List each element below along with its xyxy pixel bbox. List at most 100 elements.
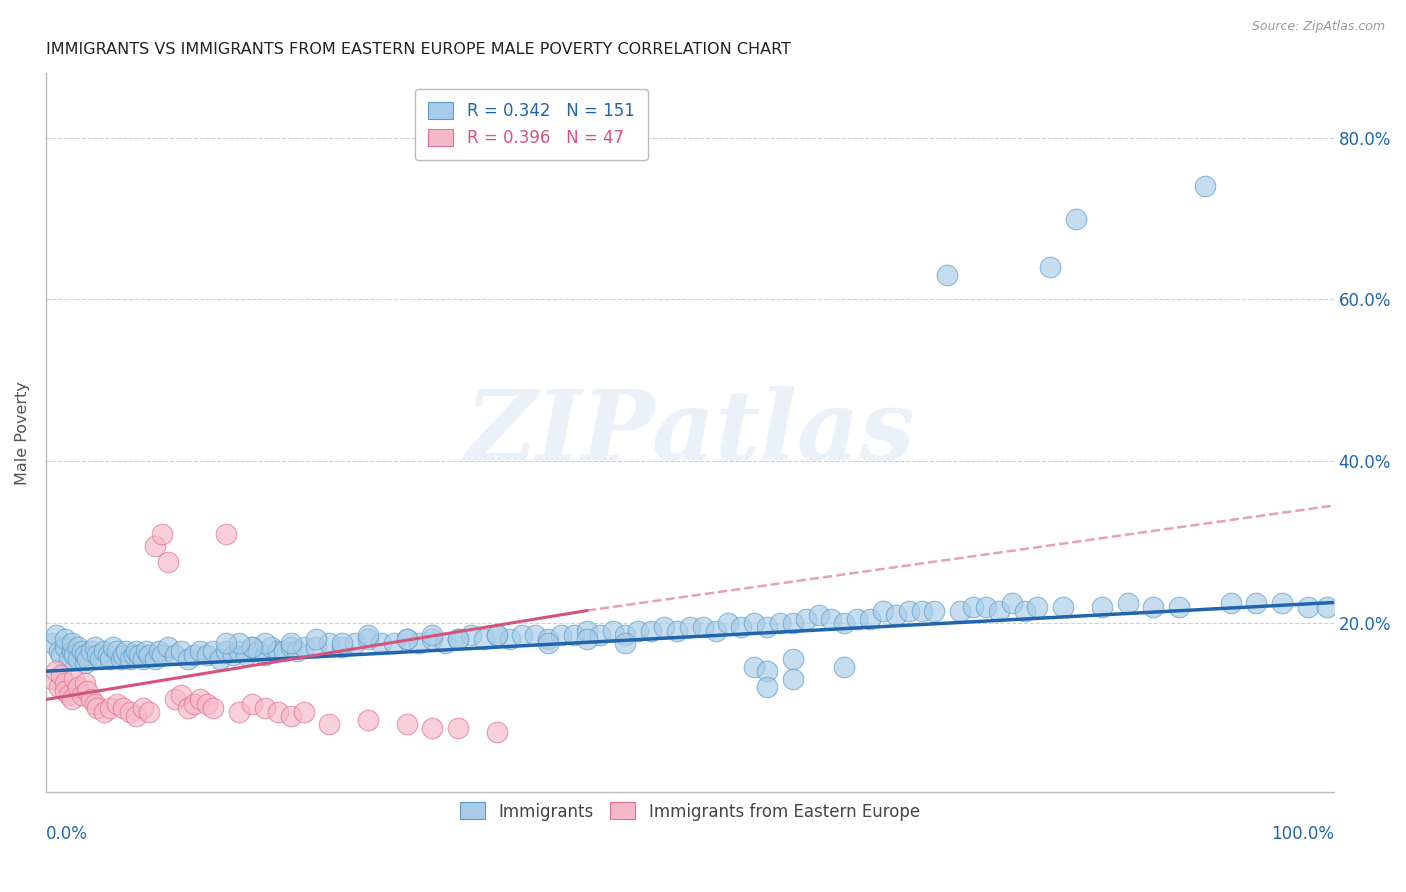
Point: [86, 648, 108, 662]
Point: [145, 539, 167, 553]
Point: [447, 721, 470, 735]
Text: Source: ZipAtlas.com: Source: ZipAtlas.com: [1251, 20, 1385, 33]
Point: [897, 604, 920, 618]
Point: [1052, 599, 1074, 614]
Point: [395, 632, 418, 646]
Point: [420, 628, 443, 642]
Point: [602, 624, 624, 638]
Point: [1116, 595, 1139, 609]
Point: [692, 620, 714, 634]
Point: [150, 648, 173, 662]
Point: [128, 648, 150, 662]
Point: [652, 620, 675, 634]
Point: [157, 555, 180, 569]
Point: [292, 640, 315, 654]
Point: [974, 599, 997, 614]
Point: [105, 697, 128, 711]
Point: [782, 652, 804, 666]
Point: [395, 632, 418, 646]
Point: [48, 681, 70, 695]
Point: [318, 716, 340, 731]
Point: [221, 648, 243, 662]
Point: [949, 604, 972, 618]
Point: [910, 604, 932, 618]
Point: [150, 526, 173, 541]
Text: 100.0%: 100.0%: [1271, 825, 1334, 843]
Point: [498, 632, 520, 646]
Point: [357, 713, 380, 727]
Point: [537, 636, 560, 650]
Point: [447, 632, 470, 646]
Point: [215, 644, 238, 658]
Point: [235, 648, 257, 662]
Point: [67, 640, 90, 654]
Point: [292, 705, 315, 719]
Point: [215, 636, 238, 650]
Point: [1316, 599, 1339, 614]
Point: [122, 648, 145, 662]
Point: [872, 604, 894, 618]
Point: [53, 640, 76, 654]
Point: [1271, 595, 1294, 609]
Point: [183, 697, 205, 711]
Point: [794, 612, 817, 626]
Point: [240, 697, 263, 711]
Point: [420, 632, 443, 646]
Point: [97, 648, 120, 662]
Point: [756, 681, 779, 695]
Y-axis label: Male Poverty: Male Poverty: [15, 381, 30, 484]
Point: [260, 640, 283, 654]
Point: [195, 697, 218, 711]
Point: [45, 664, 67, 678]
Point: [202, 644, 225, 658]
Point: [170, 644, 193, 658]
Point: [41, 673, 63, 687]
Point: [58, 652, 80, 666]
Point: [125, 644, 148, 658]
Point: [782, 673, 804, 687]
Point: [280, 636, 302, 650]
Point: [208, 652, 231, 666]
Point: [730, 620, 752, 634]
Point: [202, 700, 225, 714]
Point: [614, 628, 637, 642]
Text: 0.0%: 0.0%: [46, 825, 87, 843]
Point: [148, 644, 170, 658]
Point: [717, 615, 740, 630]
Point: [228, 705, 250, 719]
Point: [183, 648, 205, 662]
Point: [73, 656, 96, 670]
Point: [215, 526, 238, 541]
Point: [228, 644, 250, 658]
Point: [76, 652, 98, 666]
Point: [76, 684, 98, 698]
Point: [93, 644, 115, 658]
Point: [51, 668, 73, 682]
Point: [1246, 595, 1268, 609]
Point: [1142, 599, 1164, 614]
Point: [1296, 599, 1319, 614]
Point: [420, 721, 443, 735]
Point: [67, 652, 90, 666]
Point: [357, 628, 380, 642]
Point: [58, 689, 80, 703]
Point: [1219, 595, 1241, 609]
Point: [756, 664, 779, 678]
Point: [460, 628, 482, 642]
Point: [962, 599, 984, 614]
Point: [86, 700, 108, 714]
Point: [267, 705, 290, 719]
Point: [575, 624, 598, 638]
Point: [163, 692, 186, 706]
Point: [1194, 179, 1216, 194]
Point: [834, 660, 856, 674]
Point: [114, 644, 136, 658]
Point: [343, 636, 366, 650]
Point: [131, 700, 153, 714]
Point: [820, 612, 842, 626]
Point: [93, 705, 115, 719]
Point: [98, 700, 121, 714]
Point: [228, 636, 250, 650]
Point: [45, 628, 67, 642]
Point: [550, 628, 572, 642]
